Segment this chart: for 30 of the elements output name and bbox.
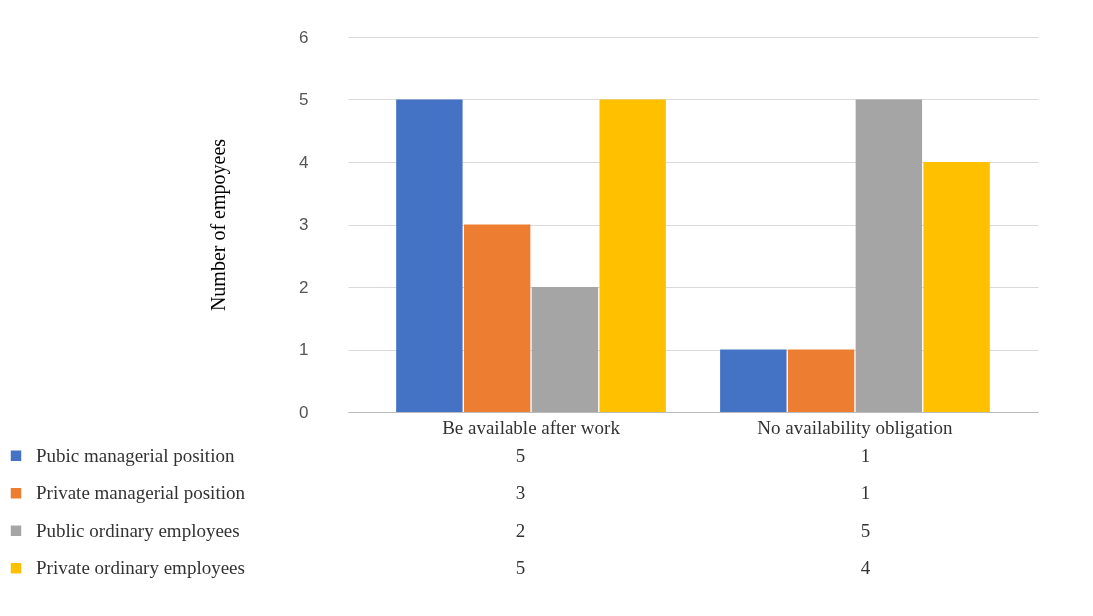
data-label: 2 (515, 519, 526, 541)
y-tick-label: 4 (299, 152, 309, 172)
bar (531, 287, 599, 412)
bar (599, 99, 666, 412)
data-label: 1 (860, 444, 871, 466)
data-label: 1 (860, 482, 871, 504)
bar (463, 224, 531, 412)
data-label: 5 (860, 519, 871, 541)
y-tick-label: 2 (299, 277, 309, 297)
x-tick-label: Be available after work (442, 416, 621, 438)
y-tick-label: 6 (299, 27, 309, 47)
legend-label: Private managerial position (36, 482, 246, 504)
legend-label: Private ordinary employees (36, 557, 245, 579)
y-tick-label: 0 (299, 402, 309, 422)
data-label: 3 (515, 482, 526, 504)
bar (923, 162, 990, 412)
bar (396, 99, 463, 412)
bar (855, 99, 923, 412)
x-tick-label: No availability obligation (757, 416, 954, 438)
y-tick-label: 1 (299, 340, 309, 359)
data-label: 5 (515, 444, 526, 466)
bar (720, 349, 787, 412)
data-label: 4 (860, 557, 871, 579)
data-label: 5 (515, 557, 526, 579)
y-axis-title: Number of empoyees (207, 138, 231, 312)
legend-label: Pubic managerial position (36, 444, 235, 466)
y-tick-label: 3 (299, 215, 309, 234)
y-tick-label: 5 (299, 90, 309, 109)
legend-label: Public ordinary employees (36, 519, 240, 541)
bar (787, 349, 855, 412)
